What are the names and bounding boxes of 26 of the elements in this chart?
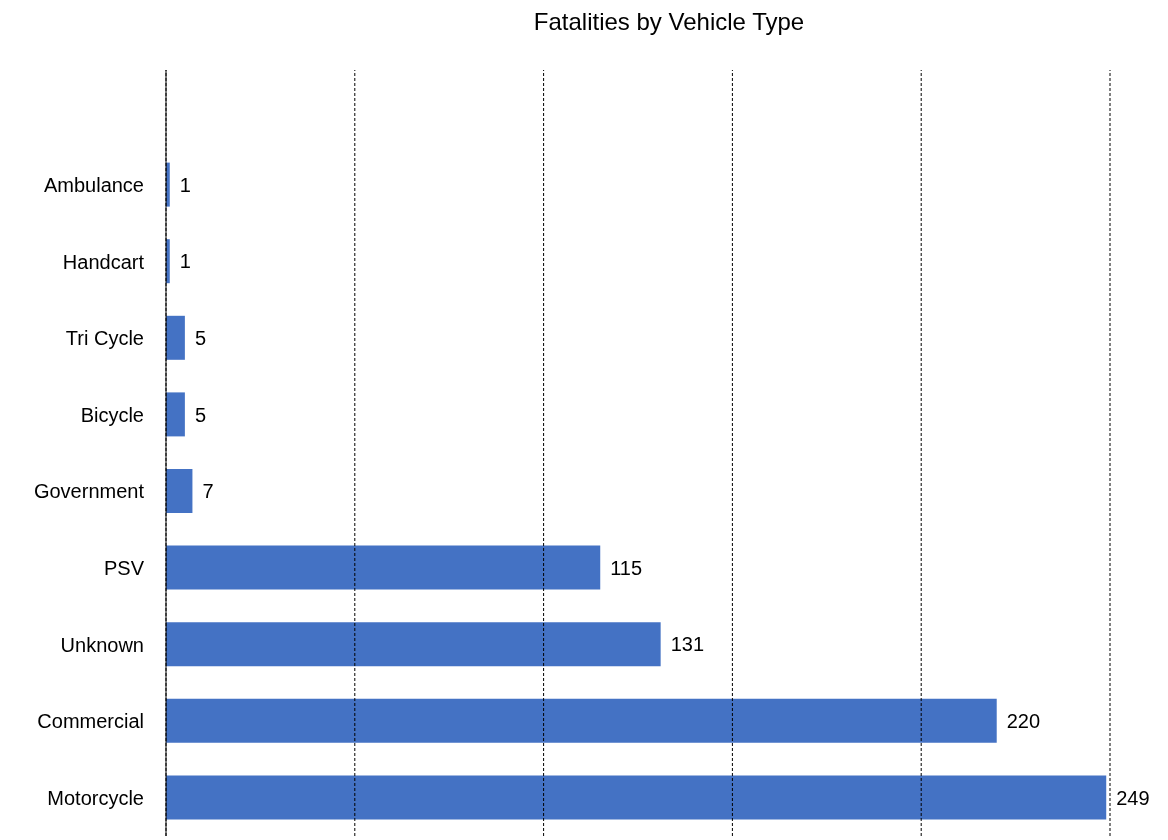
bar [166, 698, 997, 743]
data-label: 115 [610, 556, 643, 579]
y-tick-label: PSV [103, 557, 145, 579]
bar [166, 622, 661, 667]
chart-title: Fatalities by Vehicle Type [532, 8, 806, 37]
data-label: 5 [194, 403, 207, 426]
data-label: 7 [202, 480, 214, 503]
bar [166, 315, 185, 360]
data-label: 249 [1116, 786, 1150, 809]
data-label: 220 [1006, 709, 1041, 732]
y-tick-label: Tri Cycle [65, 327, 144, 350]
y-tick-label: Commercial [37, 710, 144, 733]
bar [166, 392, 185, 437]
y-tick-label: Unknown [60, 633, 144, 656]
bar [166, 545, 601, 590]
data-label: 5 [194, 326, 207, 349]
y-tick-label: Government [33, 480, 145, 503]
data-label: 1 [179, 173, 191, 196]
data-label: 131 [670, 633, 705, 656]
bar [166, 469, 193, 513]
bar [166, 775, 1107, 820]
y-tick-label: Bicycle [80, 403, 144, 426]
data-label: 1 [179, 250, 191, 273]
y-tick-label: Handcart [62, 250, 145, 273]
y-tick-label: Ambulance [43, 174, 144, 196]
y-tick-label: Motorcycle [47, 786, 144, 809]
